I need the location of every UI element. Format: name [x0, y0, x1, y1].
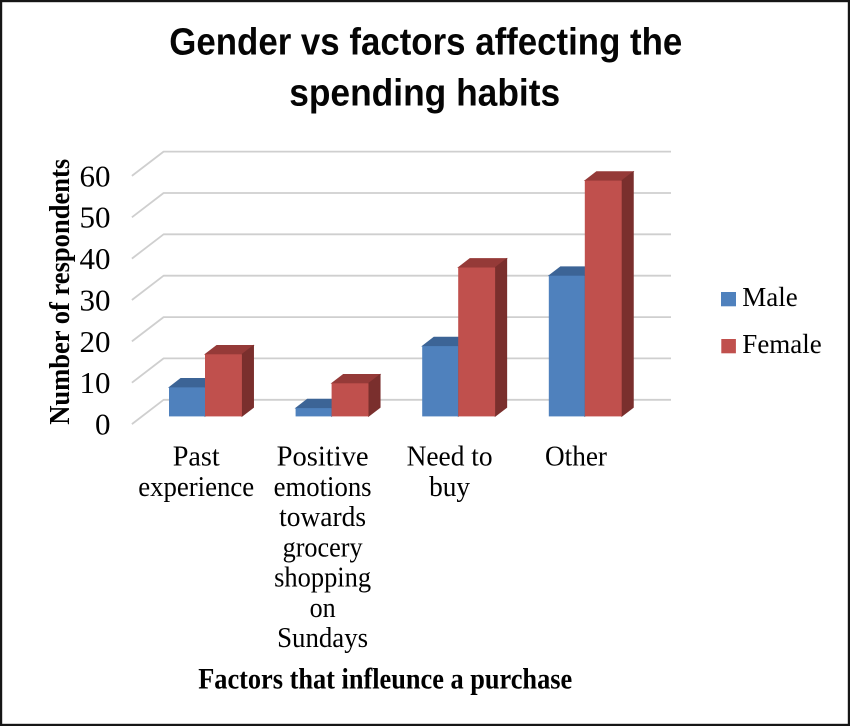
svg-text:Female: Female: [742, 329, 821, 359]
svg-text:Need to: Need to: [407, 441, 493, 473]
svg-text:Past: Past: [173, 441, 220, 473]
svg-text:shopping: shopping: [274, 562, 371, 594]
svg-text:Other: Other: [545, 441, 607, 473]
svg-text:0: 0: [95, 407, 111, 442]
svg-text:60: 60: [80, 158, 111, 193]
svg-text:Sundays: Sundays: [277, 622, 368, 654]
svg-text:Number of respondents: Number of respondents: [45, 159, 76, 425]
svg-text:experience: experience: [138, 471, 254, 503]
svg-text:Gender vs factors affecting th: Gender vs factors affecting the: [169, 22, 682, 64]
svg-text:Positive: Positive: [277, 441, 369, 473]
svg-text:emotions: emotions: [274, 471, 372, 503]
svg-text:towards: towards: [279, 501, 366, 533]
svg-text:buy: buy: [429, 471, 470, 503]
svg-text:50: 50: [80, 200, 111, 235]
svg-text:spending habits: spending habits: [289, 73, 560, 115]
svg-text:on: on: [310, 592, 336, 624]
svg-text:10: 10: [80, 365, 111, 400]
svg-text:Factors that infleunce a purch: Factors that infleunce a purchase: [198, 663, 572, 696]
svg-text:40: 40: [80, 241, 111, 276]
svg-text:30: 30: [80, 282, 111, 317]
svg-text:grocery: grocery: [283, 531, 363, 563]
svg-text:20: 20: [80, 324, 111, 359]
svg-text:Male: Male: [742, 282, 797, 312]
